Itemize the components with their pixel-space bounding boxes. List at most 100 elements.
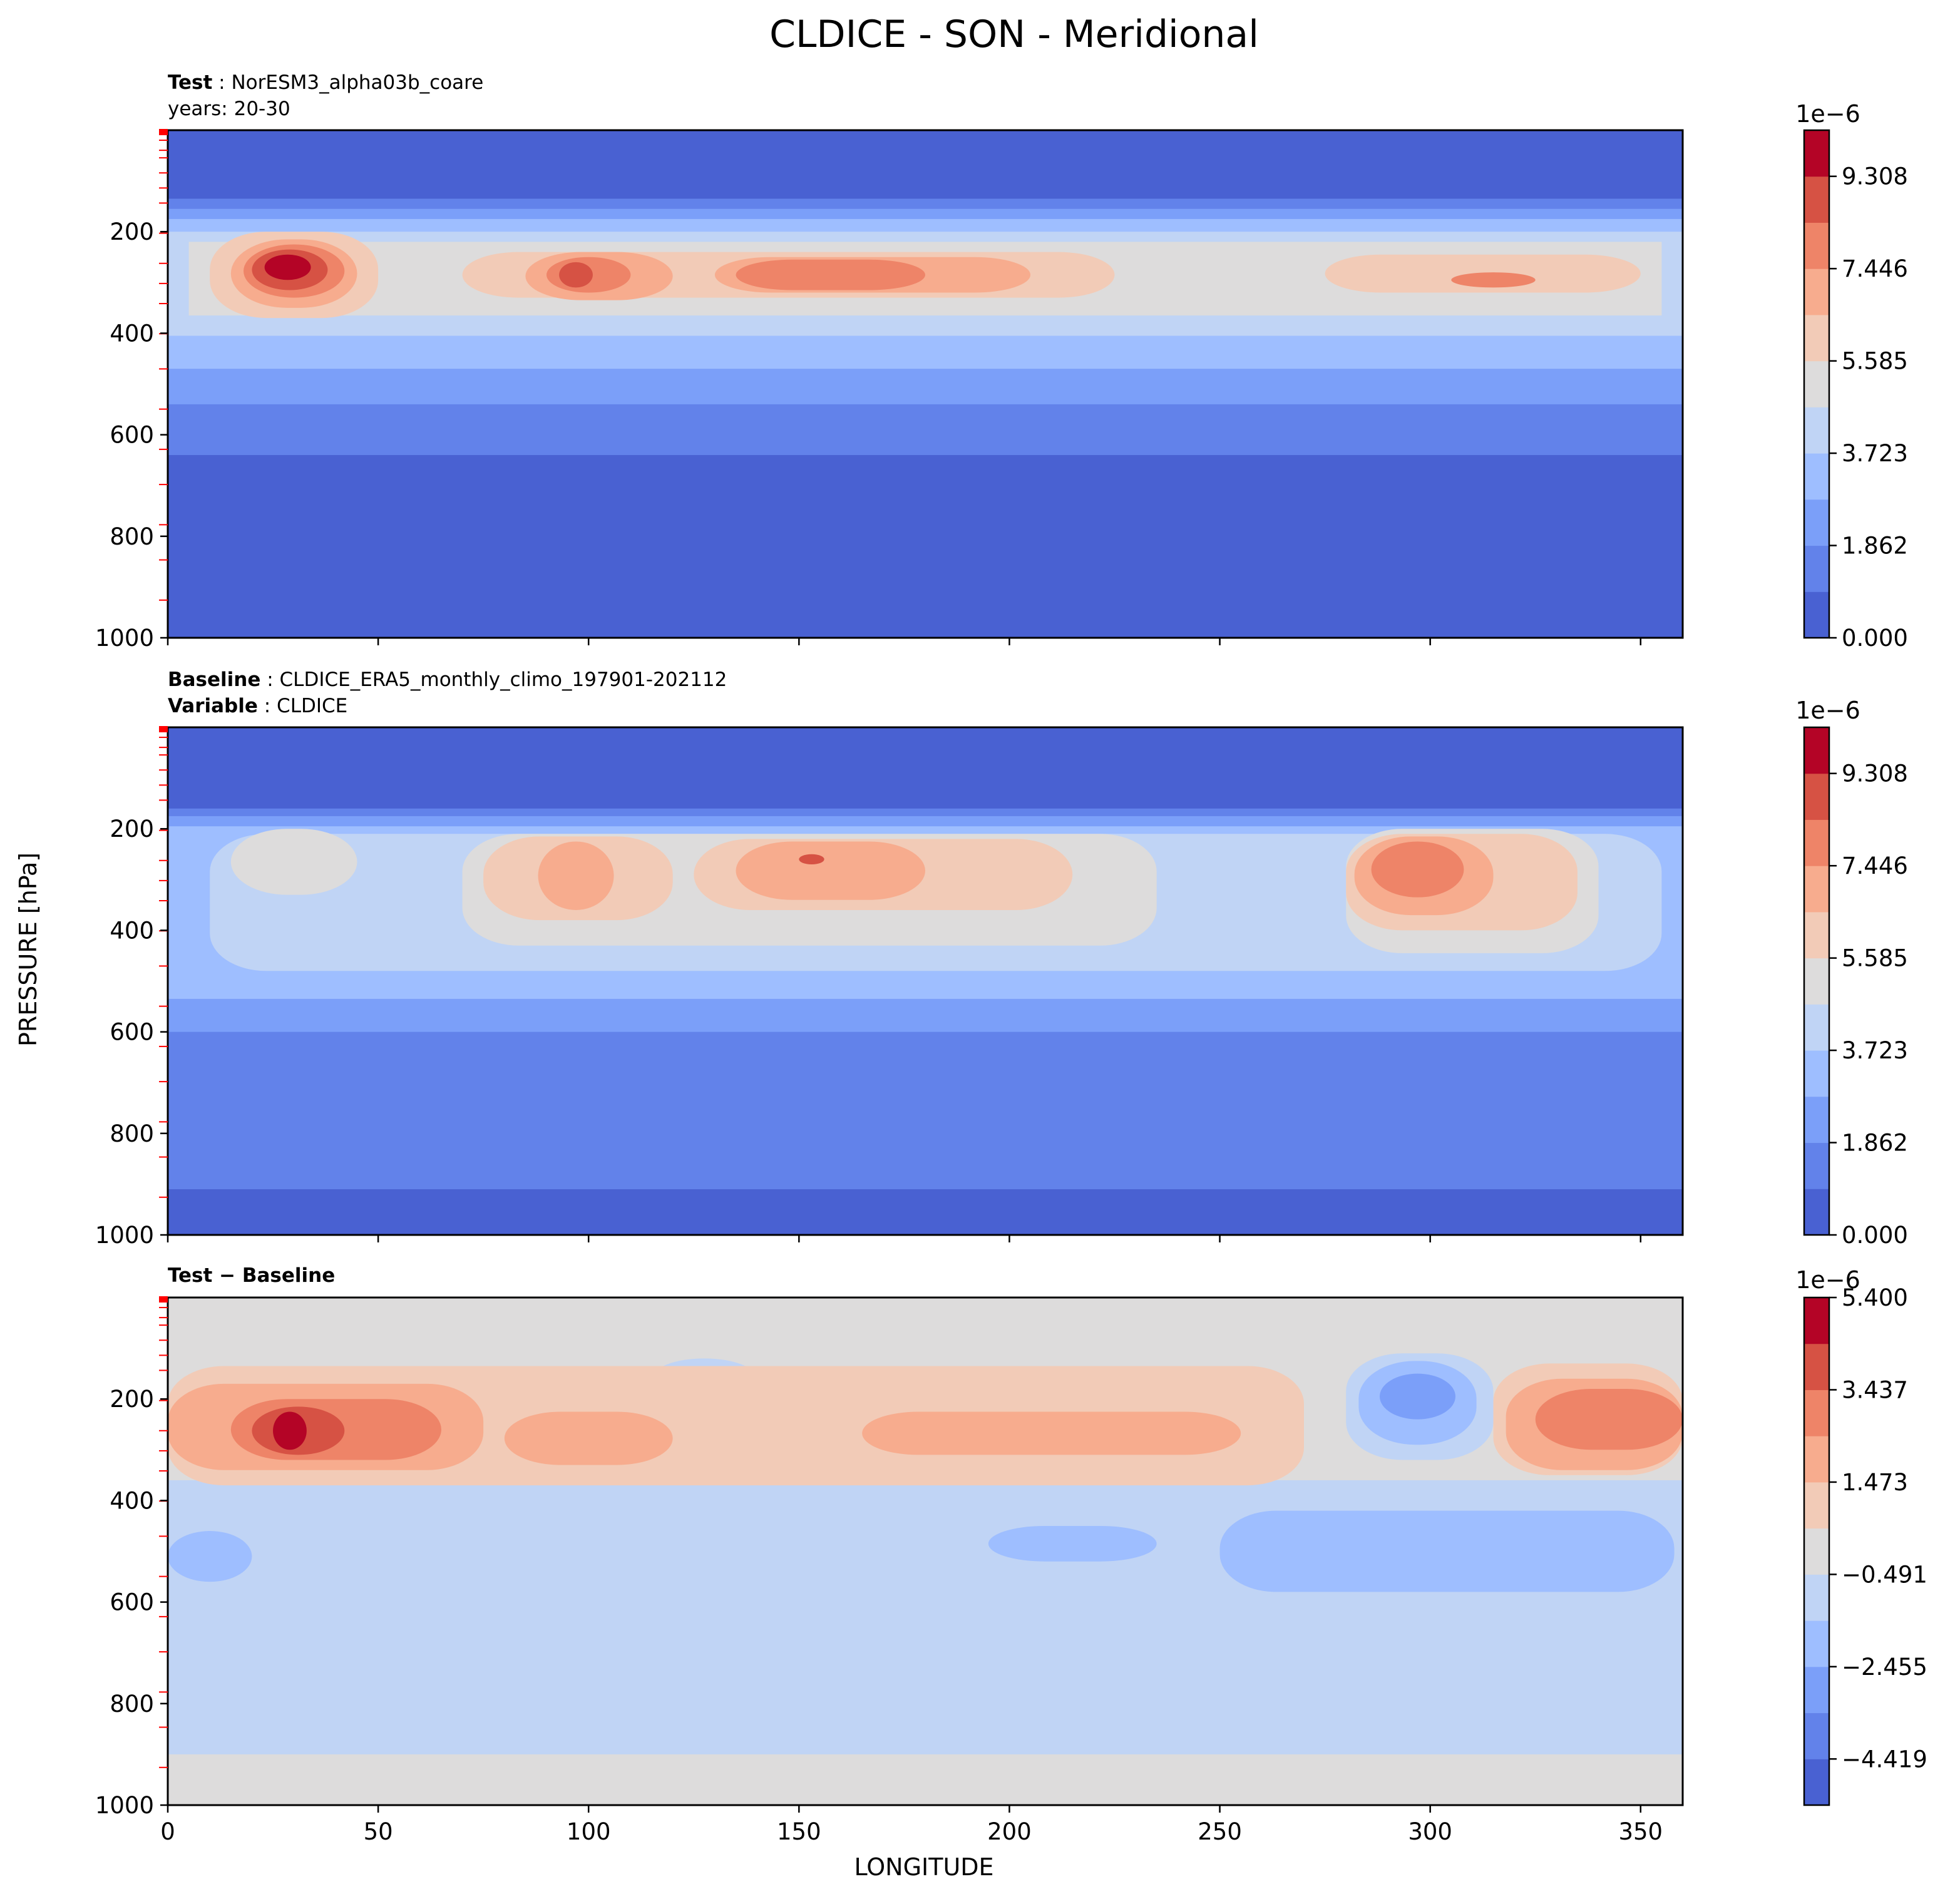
y-tick-label: 800 — [110, 523, 154, 550]
contour-region-level-7 — [736, 841, 925, 900]
contour-region-level-2 — [1380, 1373, 1455, 1420]
x-tick-label: 150 — [777, 1818, 821, 1845]
contour-region-level-3 — [168, 1531, 252, 1582]
level-marker-top — [159, 129, 168, 135]
colorbar-tick-label: 7.446 — [1842, 255, 1908, 282]
colorbar-segment — [1804, 176, 1829, 223]
colorbar-frame — [1803, 1296, 1830, 1806]
plot-frame — [167, 1296, 1684, 1806]
panel-test-header-line1: Test : NorESM3_alpha03b_coare — [168, 71, 483, 94]
panel-test-colorbar: 0.000 1.862 3.723 5.585 7.446 9.308 — [1803, 129, 1908, 652]
x-tick-label: 200 — [987, 1818, 1032, 1845]
y-tick-label: 200 — [110, 218, 154, 245]
colorbar-segment — [1804, 1298, 1829, 1344]
y-tick-label: 600 — [110, 1589, 154, 1616]
y-tick-label: 1000 — [95, 625, 154, 652]
colorbar-tick-label: 1.862 — [1842, 1130, 1908, 1157]
contour-region-level-7 — [538, 841, 614, 910]
panel-baseline-colorbar: 0.000 1.862 3.723 5.585 7.446 9.308 — [1803, 726, 1908, 1249]
contour-field — [168, 130, 1683, 638]
colorbar-tick-label: 9.308 — [1842, 760, 1908, 787]
panel-baseline-header-line2: Variable : CLDICE — [168, 695, 347, 717]
panel-baseline: Baseline : CLDICE_ERA5_monthly_climo_197… — [95, 668, 1908, 1249]
colorbar-segment — [1804, 1482, 1829, 1529]
contour-field — [168, 1298, 1683, 1805]
panel-test-plot: 200 400 600 800 1000 — [95, 129, 1684, 652]
level-marker-top — [159, 726, 168, 732]
colorbar-segment — [1804, 958, 1829, 1005]
panel-diff-header-bold: Test − Baseline — [168, 1264, 335, 1287]
panel-test: Test : NorESM3_alpha03b_coare years: 20-… — [95, 71, 1908, 652]
panel-baseline-header-sep: : — [260, 668, 279, 691]
x-tick-label: 0 — [160, 1818, 175, 1845]
colorbar-tick-label: 5.585 — [1842, 945, 1908, 972]
colorbar-segment — [1804, 1189, 1829, 1236]
y-tick-label: 200 — [110, 816, 154, 842]
panel-baseline-plot: 200 400 600 800 1000 — [95, 726, 1684, 1249]
y-tick-label: 800 — [110, 1691, 154, 1717]
y-tick-label: 400 — [110, 917, 154, 944]
contour-region-level-3 — [1219, 1510, 1675, 1592]
colorbar-tick-label: 0.000 — [1842, 1222, 1908, 1249]
plot-frame — [167, 726, 1684, 1236]
contour-region-level-9 — [559, 262, 593, 288]
colorbar-tick-label: −0.491 — [1842, 1561, 1927, 1588]
colorbar-segment — [1804, 1759, 1829, 1806]
colorbar-segment — [1804, 591, 1829, 638]
panel-diff-colorbar: −4.419 −2.455 −0.491 1.473 3.437 5.400 — [1803, 1284, 1927, 1806]
colorbar-segment — [1804, 727, 1829, 774]
colorbar-segment — [1804, 1666, 1829, 1714]
panel-baseline-variable-bold: Variable — [168, 695, 258, 717]
colorbar-tick-label: −2.455 — [1842, 1654, 1927, 1681]
colorbar-segment — [1804, 407, 1829, 454]
panel-baseline-colorbar-exponent: 1e−6 — [1795, 697, 1860, 724]
colorbar-tick-label: 5.400 — [1842, 1284, 1908, 1311]
contour-region-level-3 — [988, 1525, 1157, 1562]
colorbar-frame — [1803, 129, 1830, 639]
contour-region-level-8 — [736, 259, 925, 290]
colorbar-segment — [1804, 911, 1829, 959]
colorbar-tick-label: 5.585 — [1842, 348, 1908, 375]
colorbar-segment — [1804, 269, 1829, 315]
y-tick-label: 600 — [110, 422, 154, 449]
y-tick-label: 800 — [110, 1120, 154, 1147]
colorbar-segment — [1804, 1528, 1829, 1575]
colorbar-tick-label: 3.723 — [1842, 1037, 1908, 1064]
x-tick-label: 350 — [1618, 1818, 1663, 1845]
colorbar-segment — [1804, 453, 1829, 500]
y-tick-label: 400 — [110, 320, 154, 347]
x-tick-label: 100 — [567, 1818, 611, 1845]
shared-y-axis-label: PRESSURE [hPa] — [14, 852, 42, 1047]
panel-baseline-header-line1: Baseline : CLDICE_ERA5_monthly_climo_197… — [168, 668, 727, 691]
contour-region-level-7 — [862, 1411, 1241, 1455]
panel-test-header-text: NorESM3_alpha03b_coare — [231, 71, 483, 94]
panel-test-header-bold: Test — [168, 71, 213, 94]
contour-region-level-8 — [1371, 841, 1464, 898]
panel-test-header-line2: years: 20-30 — [168, 98, 290, 120]
colorbar-segment — [1804, 499, 1829, 546]
panel-test-colorbar-exponent: 1e−6 — [1795, 100, 1860, 128]
panel-baseline-variable-text: CLDICE — [277, 695, 347, 717]
colorbar-segment — [1804, 545, 1829, 592]
colorbar-segment — [1804, 773, 1829, 820]
panel-baseline-variable-sep: : — [258, 695, 277, 717]
colorbar-tick-label: 1.862 — [1842, 533, 1908, 560]
colorbar-segment — [1804, 819, 1829, 866]
colorbar-segment — [1804, 1004, 1829, 1051]
colorbar-segment — [1804, 1390, 1829, 1436]
contour-region-level-8 — [1451, 272, 1536, 288]
x-tick-label: 250 — [1198, 1818, 1242, 1845]
colorbar-segment — [1804, 314, 1829, 362]
plot-frame — [167, 129, 1684, 639]
shared-x-axis-label: LONGITUDE — [854, 1853, 993, 1881]
contour-field — [168, 727, 1683, 1235]
contour-region-level-10 — [273, 1411, 307, 1450]
colorbar-segment — [1804, 1436, 1829, 1483]
colorbar-tick-label: 3.723 — [1842, 440, 1908, 467]
contour-region-level-10 — [264, 254, 311, 280]
panel-test-header-sep: : — [212, 71, 231, 94]
y-tick-label: 1000 — [95, 1792, 154, 1819]
colorbar-tick-label: 7.446 — [1842, 852, 1908, 879]
